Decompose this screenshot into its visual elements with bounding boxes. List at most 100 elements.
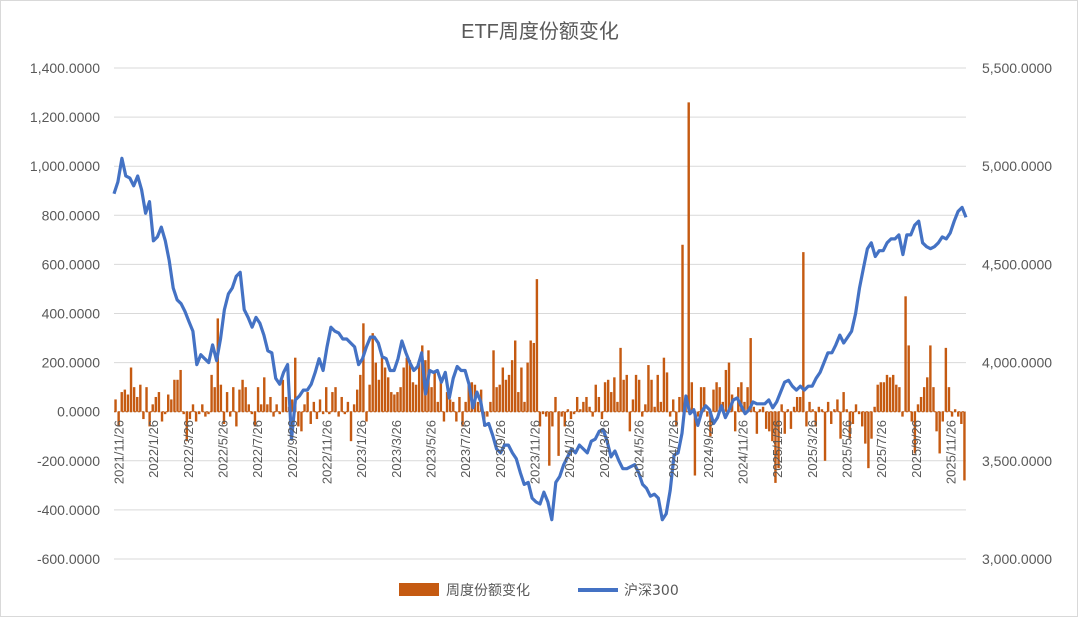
bar (795, 396, 799, 412)
bar (950, 411, 954, 417)
bar (953, 409, 957, 412)
bar (467, 382, 470, 412)
bar (355, 389, 359, 412)
bar (173, 379, 176, 412)
bar (377, 379, 381, 412)
bar (244, 387, 247, 412)
bar (380, 357, 384, 412)
bar (309, 411, 312, 424)
right-axis-ticks: 5,500.0000 5,000.0000 4,500.0000 4,000.0000… (982, 60, 1052, 567)
legend-line-label: 沪深300 (624, 583, 679, 599)
bar (879, 382, 883, 412)
bar (823, 411, 827, 461)
bar (733, 411, 737, 432)
bar (256, 387, 260, 412)
x-tick-label: 2023/5/26 (423, 420, 438, 478)
bar (799, 396, 802, 412)
bar (328, 411, 331, 415)
bar (588, 406, 591, 412)
bar (594, 384, 597, 412)
bar (938, 411, 941, 454)
right-tick-label: 4,000.0000 (982, 355, 1052, 371)
bar (359, 374, 362, 412)
bar (129, 367, 133, 412)
bar (727, 362, 731, 412)
bar (922, 387, 926, 412)
x-tick-label: 2025/7/26 (874, 420, 889, 478)
gridlines (114, 67, 966, 560)
x-tick-label: 2025/3/26 (805, 420, 820, 478)
bar (492, 350, 495, 412)
x-tick-label: 2024/3/26 (597, 420, 612, 478)
bar (269, 396, 272, 412)
bar (616, 401, 619, 412)
bar (529, 340, 532, 412)
bar (548, 411, 551, 466)
bar (740, 382, 743, 412)
bar (538, 411, 542, 427)
bar (430, 387, 433, 412)
bar (706, 411, 709, 417)
bar (486, 411, 489, 417)
bar (514, 340, 517, 412)
bar (142, 411, 145, 420)
bar (898, 387, 901, 412)
bar (681, 244, 684, 412)
bar (520, 367, 523, 412)
bar (789, 411, 793, 429)
bar (535, 279, 539, 412)
right-tick-label: 5,000.0000 (982, 158, 1052, 174)
right-tick-label: 4,500.0000 (982, 256, 1052, 272)
bar (641, 411, 644, 417)
bar (501, 367, 505, 412)
bar (848, 411, 852, 439)
bar (290, 399, 294, 412)
bar (606, 379, 610, 412)
x-tick-label: 2021/11/26 (111, 420, 126, 484)
bar (263, 377, 266, 412)
bar (699, 387, 703, 412)
bar (526, 362, 529, 412)
bar (926, 377, 929, 412)
bar (222, 411, 226, 424)
left-tick-label: 1,000.0000 (30, 158, 100, 174)
bar (597, 396, 601, 412)
x-tick-label: 2023/9/26 (493, 420, 508, 478)
bar (458, 396, 461, 412)
bar (619, 347, 622, 412)
bar (132, 387, 136, 412)
bar (963, 411, 966, 481)
bar (582, 401, 585, 412)
bar (120, 392, 123, 412)
bar (315, 411, 319, 420)
bar (148, 411, 151, 427)
bar (393, 394, 396, 412)
bar (644, 404, 647, 412)
bar (284, 396, 288, 412)
bar (464, 401, 467, 412)
x-tick-label: 2024/11/26 (735, 420, 750, 484)
bar (752, 406, 755, 412)
bar (876, 384, 879, 412)
bar (213, 387, 216, 412)
right-tick-label: 5,500.0000 (982, 60, 1052, 76)
bar (396, 392, 399, 412)
left-axis-ticks: 1,400.0000 1,200.0000 1,000.0000 800.0000 60… (30, 60, 100, 567)
bar (498, 384, 501, 412)
bar (563, 411, 566, 427)
bar (634, 374, 638, 412)
bar (826, 401, 830, 412)
bar (253, 411, 257, 427)
bar (170, 399, 173, 412)
bar (631, 399, 635, 412)
bar (777, 411, 780, 469)
bar (201, 404, 204, 412)
bar (154, 396, 158, 412)
bar (891, 374, 895, 412)
x-tick-label: 2023/1/26 (354, 420, 369, 478)
bar (421, 345, 424, 412)
bar (176, 379, 179, 412)
bar (805, 411, 808, 427)
bar (114, 399, 117, 412)
bar (207, 411, 210, 415)
